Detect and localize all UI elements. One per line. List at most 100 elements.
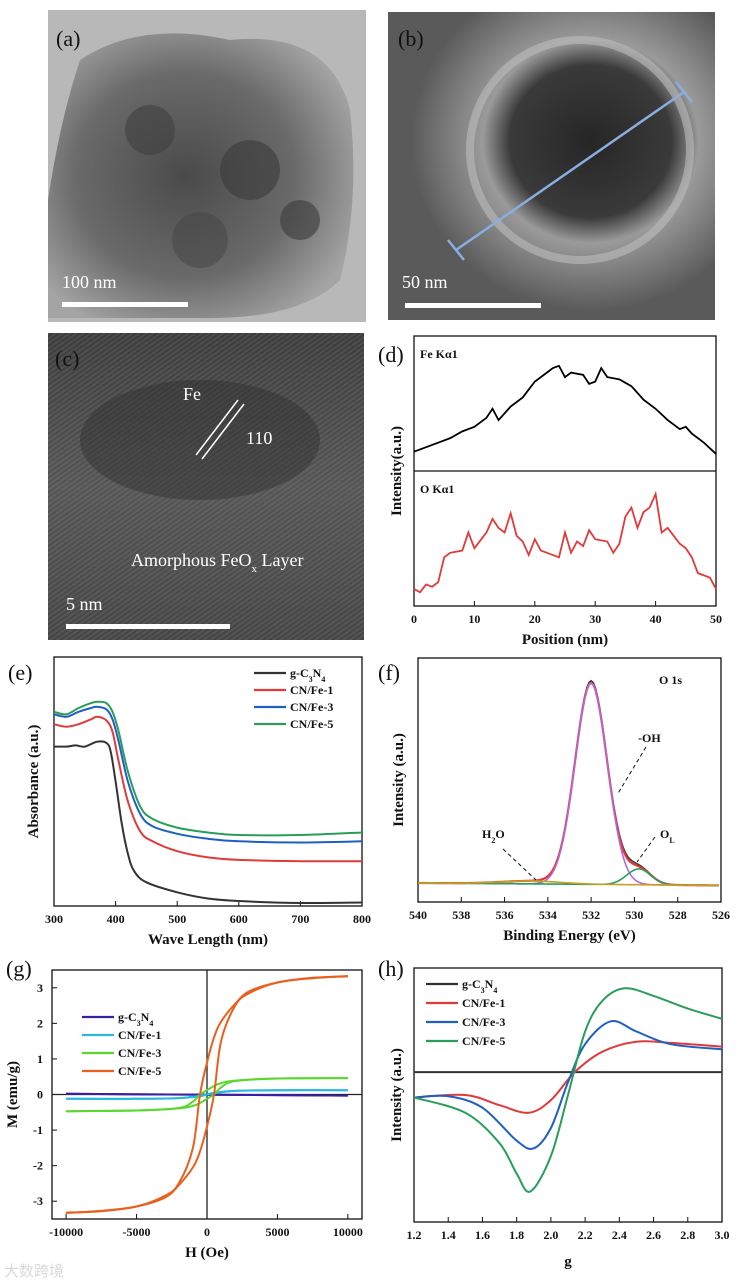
- scale-bar-c: [66, 624, 230, 629]
- annotations: -OH OL H2O: [482, 731, 675, 881]
- scale-bar-label-a: 100 nm: [62, 272, 117, 292]
- y-axis-title: M (emu/g): [5, 1061, 21, 1128]
- chart-e: (e) 300 400 500 600 700 800 Wave Length (nm) Abs…: [8, 656, 371, 948]
- chart-f: (f) 540 538 536 534 532 530 528 526 Binding Energ…: [378, 657, 730, 944]
- fit-envelope-line: [417, 681, 719, 887]
- scale-bar-label-c: 5 nm: [66, 594, 103, 614]
- x-tick-label: 700: [291, 912, 309, 926]
- legend-label: CN/Fe-5: [462, 1034, 505, 1048]
- legend-label: CN/Fe-5: [290, 717, 333, 731]
- scale-bar-a: [62, 302, 188, 307]
- panel-label: (f): [378, 660, 400, 685]
- x-tick-label: 5000: [265, 1225, 289, 1239]
- legend-label: CN/Fe-3: [118, 1046, 161, 1060]
- x-tick-label: 2.2: [578, 1228, 593, 1242]
- legend-label: g-C3N4: [290, 666, 325, 684]
- x-tick-label: 1.2: [407, 1228, 422, 1242]
- x-axis-title: Wave Length (nm): [148, 932, 268, 948]
- x-axis-title: H (Oe): [185, 1245, 229, 1261]
- legend-label: g-C3N4: [118, 1010, 153, 1028]
- series-line-o: [413, 490, 717, 594]
- legend-label: g-C3N4: [462, 977, 497, 995]
- chart-h: (h) 1.2 1.4 1.6 1.8 2.0 2.2 2.4 2.6 2.8 3.0 g Intens…: [378, 956, 730, 1270]
- annotation-ol: OL: [660, 827, 675, 845]
- plot-frame: [53, 656, 363, 907]
- annotation-leader-h2o: [502, 848, 537, 881]
- watermark: 大数跨境: [4, 1262, 64, 1280]
- x-tick-label: 30: [589, 612, 601, 626]
- y-tick-label: 1: [37, 1052, 43, 1066]
- x-tick-label: 50: [710, 612, 722, 626]
- series-line-cn-fe-3: [53, 705, 363, 844]
- annotation-leader-ol: [636, 836, 656, 863]
- x-tick-label: 40: [650, 612, 662, 626]
- x-tick-label: 600: [230, 912, 248, 926]
- x-tick-label: 536: [496, 908, 514, 922]
- x-tick-label: 2.6: [646, 1228, 661, 1242]
- y-tick-label: 2: [37, 1016, 43, 1030]
- x-tick-label: 500: [168, 912, 186, 926]
- x-axis-title: Binding Energy (eV): [503, 928, 636, 944]
- legend-label: CN/Fe-5: [118, 1064, 161, 1078]
- x-tick-label: 1.6: [475, 1228, 490, 1242]
- y-tick-label: 3: [37, 981, 43, 995]
- x-tick-label: 20: [529, 612, 541, 626]
- x-tick-label: 1.4: [441, 1228, 456, 1242]
- x-tick-label: 526: [712, 908, 730, 922]
- chart-g: (g) -10000 -5000 0 5000 10000 -3 -2 -1 0 1 2 3 H (Oe)…: [5, 956, 363, 1261]
- y-tick-label: -2: [33, 1159, 43, 1173]
- y-tick-label: -1: [33, 1123, 43, 1137]
- x-tick-label: 3.0: [715, 1228, 730, 1242]
- x-tick-label: 10000: [333, 1225, 363, 1239]
- series-line-fe: [413, 364, 717, 455]
- x-tick-label: 0: [411, 612, 417, 626]
- amorphous-layer-label: Amorphous FeOx Layer: [131, 550, 303, 575]
- phase-label-fe: Fe: [183, 384, 201, 404]
- x-tick-label: 540: [409, 908, 427, 922]
- scale-bar-label-b: 50 nm: [402, 272, 448, 292]
- series-line-cn-fe-1: [413, 1040, 723, 1114]
- tem-image-b: (b) 50 nm: [388, 12, 715, 320]
- series-line-cn-fe-1: [53, 715, 363, 863]
- annotation-oh: -OH: [638, 731, 661, 745]
- x-tick-label: 2.8: [680, 1228, 695, 1242]
- x-axis-title: g: [564, 1254, 572, 1270]
- y-axis-title: Intensity (a.u.): [391, 733, 407, 827]
- x-tick-label: -5000: [123, 1225, 151, 1239]
- x-tick-label: 1.8: [509, 1228, 524, 1242]
- panel-label-b: (b): [398, 26, 424, 51]
- x-tick-label: -10000: [49, 1225, 83, 1239]
- tem-image-a: (a) 100 nm: [48, 10, 366, 322]
- y-axis-title: Intensity(a.u.): [389, 426, 405, 516]
- x-tick-label: 532: [582, 908, 600, 922]
- series-line-cn-fe-3: [413, 1019, 723, 1150]
- x-tick-label: 300: [45, 912, 63, 926]
- y-tick-label: -3: [33, 1194, 43, 1208]
- x-tick-label: 538: [452, 908, 470, 922]
- panel-label-a: (a): [56, 26, 80, 51]
- series-line-cn-fe-5: [66, 975, 348, 1214]
- plane-label: 110: [246, 428, 272, 448]
- legend-label: CN/Fe-1: [290, 683, 333, 697]
- x-tick-label: 400: [107, 912, 125, 926]
- annotation-h2o: H2O: [482, 827, 505, 845]
- scale-bar-b: [405, 303, 541, 308]
- line-scan-path: [447, 81, 693, 261]
- series-line-cn-fe-3: [66, 1077, 348, 1113]
- series-label: O Kα1: [420, 482, 454, 496]
- x-tick-label: 800: [353, 912, 371, 926]
- plot-frame: [413, 967, 723, 1223]
- lattice-fringe-marker: [195, 399, 245, 460]
- series-line-g-c3n4: [53, 740, 363, 905]
- y-axis-title: Intensity (a.u.): [389, 1048, 405, 1142]
- series-line-cn-fe-5: [413, 987, 723, 1193]
- x-tick-label: 534: [539, 908, 557, 922]
- series-line-cn-fe-5: [53, 700, 363, 837]
- y-tick-label: 0: [37, 1088, 43, 1102]
- x-tick-label: 0: [204, 1225, 210, 1239]
- panel-label: (d): [378, 342, 404, 367]
- raw-data-line: [417, 679, 719, 887]
- hrtem-image-c: (c) Fe 110 Amorphous FeOx Layer 5 nm: [48, 333, 364, 640]
- x-tick-label: 10: [468, 612, 480, 626]
